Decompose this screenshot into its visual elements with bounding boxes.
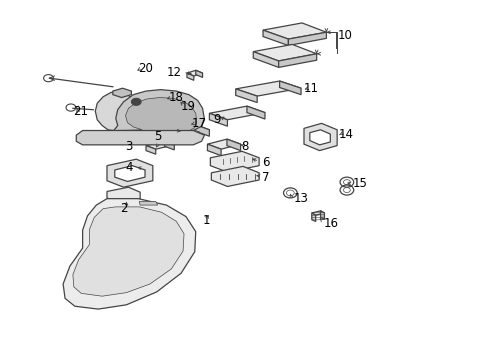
Text: 1: 1 xyxy=(203,214,210,227)
Polygon shape xyxy=(288,32,326,45)
Polygon shape xyxy=(211,166,259,186)
Polygon shape xyxy=(171,129,199,135)
Polygon shape xyxy=(107,187,140,203)
Polygon shape xyxy=(165,131,181,143)
Polygon shape xyxy=(165,124,209,136)
Text: 14: 14 xyxy=(338,127,353,141)
Polygon shape xyxy=(279,81,301,95)
Polygon shape xyxy=(195,70,202,77)
Polygon shape xyxy=(146,141,174,149)
Text: 5: 5 xyxy=(154,130,161,143)
Polygon shape xyxy=(95,91,131,131)
Polygon shape xyxy=(209,106,264,120)
Polygon shape xyxy=(210,151,259,172)
Text: 8: 8 xyxy=(241,140,248,153)
Polygon shape xyxy=(107,159,153,187)
Text: 12: 12 xyxy=(167,66,182,79)
Polygon shape xyxy=(263,30,288,45)
Text: 11: 11 xyxy=(304,82,318,95)
Polygon shape xyxy=(226,139,240,150)
Polygon shape xyxy=(235,89,257,103)
Polygon shape xyxy=(82,90,204,140)
Polygon shape xyxy=(304,123,336,150)
Polygon shape xyxy=(186,70,202,76)
Polygon shape xyxy=(278,54,316,67)
Polygon shape xyxy=(113,88,131,98)
Text: 3: 3 xyxy=(125,140,132,153)
Text: 16: 16 xyxy=(323,216,338,230)
Polygon shape xyxy=(76,131,204,145)
Text: 15: 15 xyxy=(352,177,367,190)
Polygon shape xyxy=(164,141,174,150)
Text: 7: 7 xyxy=(262,171,269,184)
Circle shape xyxy=(131,98,141,105)
Text: 20: 20 xyxy=(138,62,153,75)
Polygon shape xyxy=(186,73,193,80)
Polygon shape xyxy=(207,139,240,149)
Polygon shape xyxy=(309,130,330,145)
Polygon shape xyxy=(253,51,278,67)
Text: 21: 21 xyxy=(73,105,88,118)
Polygon shape xyxy=(139,202,158,205)
Polygon shape xyxy=(311,213,315,222)
Text: 13: 13 xyxy=(293,192,307,205)
Text: 17: 17 xyxy=(191,117,206,130)
Polygon shape xyxy=(146,145,156,154)
Text: 6: 6 xyxy=(262,156,269,169)
Polygon shape xyxy=(193,124,209,136)
Polygon shape xyxy=(263,23,326,39)
Text: 18: 18 xyxy=(168,91,183,104)
Polygon shape xyxy=(73,207,183,296)
Text: 4: 4 xyxy=(125,161,133,174)
Polygon shape xyxy=(207,144,221,156)
Text: 2: 2 xyxy=(120,202,127,215)
Text: 10: 10 xyxy=(337,29,352,42)
Polygon shape xyxy=(253,44,316,61)
Polygon shape xyxy=(311,211,324,215)
Polygon shape xyxy=(246,106,264,119)
Text: 19: 19 xyxy=(181,100,196,113)
Polygon shape xyxy=(115,166,145,181)
Polygon shape xyxy=(98,98,196,131)
Polygon shape xyxy=(320,211,324,220)
Polygon shape xyxy=(235,81,301,96)
Polygon shape xyxy=(209,113,227,126)
Polygon shape xyxy=(63,199,195,309)
Text: 9: 9 xyxy=(213,113,221,126)
